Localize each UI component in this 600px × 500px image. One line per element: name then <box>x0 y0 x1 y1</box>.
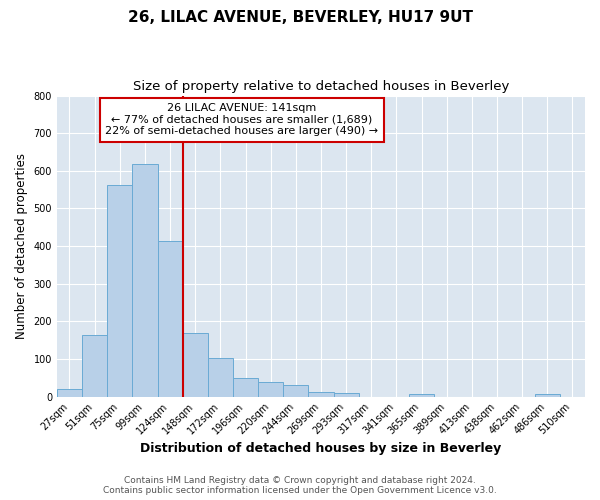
Bar <box>409 394 434 396</box>
Bar <box>158 241 182 396</box>
Bar <box>182 332 208 396</box>
Bar <box>535 394 560 396</box>
Bar <box>208 358 233 397</box>
Bar <box>308 392 334 396</box>
Bar <box>82 336 107 396</box>
Y-axis label: Number of detached properties: Number of detached properties <box>15 153 28 339</box>
Bar <box>334 393 359 396</box>
Bar <box>258 382 283 396</box>
Text: 26, LILAC AVENUE, BEVERLEY, HU17 9UT: 26, LILAC AVENUE, BEVERLEY, HU17 9UT <box>128 10 473 25</box>
Bar <box>133 164 158 396</box>
Bar <box>107 185 133 396</box>
Bar <box>283 384 308 396</box>
Bar <box>57 389 82 396</box>
X-axis label: Distribution of detached houses by size in Beverley: Distribution of detached houses by size … <box>140 442 502 455</box>
Text: Contains HM Land Registry data © Crown copyright and database right 2024.
Contai: Contains HM Land Registry data © Crown c… <box>103 476 497 495</box>
Title: Size of property relative to detached houses in Beverley: Size of property relative to detached ho… <box>133 80 509 93</box>
Bar <box>233 378 258 396</box>
Text: 26 LILAC AVENUE: 141sqm
← 77% of detached houses are smaller (1,689)
22% of semi: 26 LILAC AVENUE: 141sqm ← 77% of detache… <box>105 103 379 136</box>
